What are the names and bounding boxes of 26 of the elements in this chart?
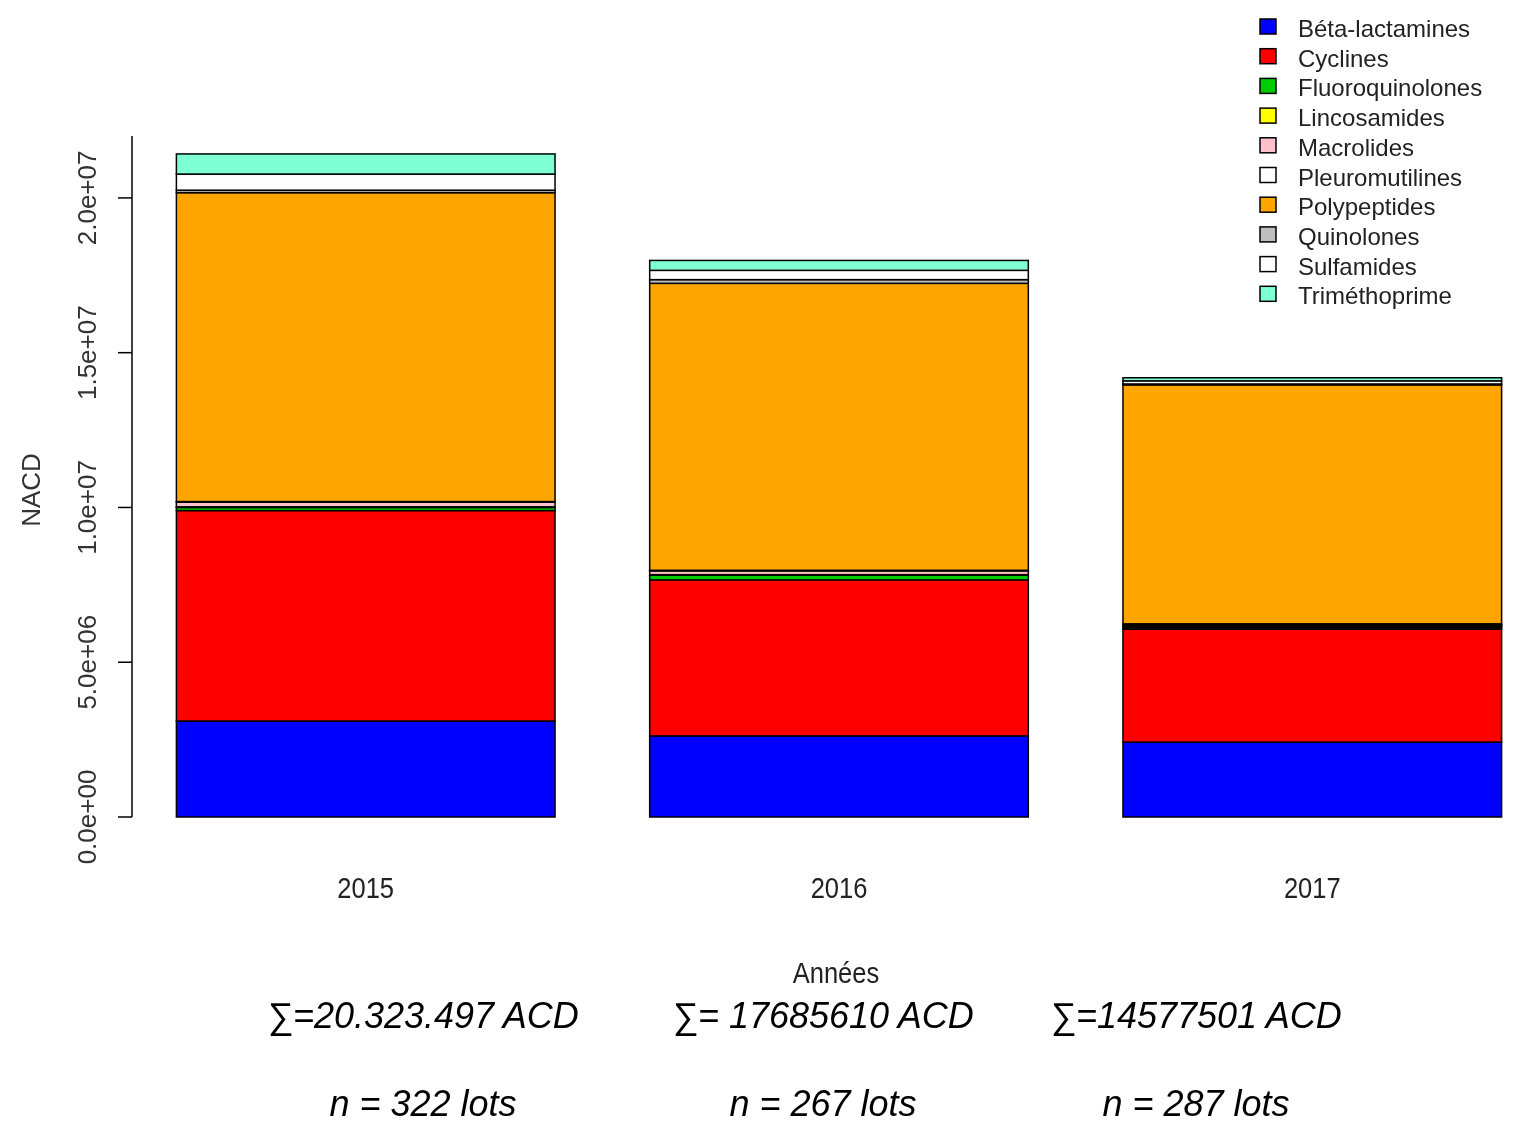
text: ∑=14577501 ACD (1050, 995, 1342, 1036)
text: ∑=20.323.497 ACD (267, 995, 579, 1036)
x-tick-label: 2017 (1283, 871, 1341, 905)
y-tick-label: 2.0e+07 (72, 150, 102, 246)
legend-label: Cyclines (1298, 44, 1389, 72)
legend-label: Polypeptides (1298, 193, 1436, 221)
legend-label: Lincosamides (1298, 104, 1445, 132)
y-tick-label: 1.5e+07 (72, 305, 102, 401)
text: n = 322 lots (329, 1083, 517, 1124)
legend-label: Quinolones (1298, 222, 1420, 250)
text: ∑= 17685610 ACD (672, 995, 974, 1036)
x-tick-label: 2015 (337, 871, 395, 905)
y-tick-label: 0.0e+00 (72, 769, 102, 865)
x-axis-title: Années (792, 956, 880, 990)
y-tick-label: 1.0e+07 (72, 460, 102, 555)
text: n = 267 lots (729, 1083, 917, 1124)
legend-label: Macrolides (1298, 133, 1415, 161)
legend-label: Sulfamides (1298, 252, 1417, 280)
y-tick-label: 5.0e+06 (72, 614, 102, 710)
y-axis-title: NACD (16, 453, 46, 527)
legend-label: Triméthoprime (1298, 282, 1452, 310)
text: n = 287 lots (1102, 1083, 1290, 1124)
legend-label: Béta-lactamines (1298, 15, 1471, 42)
x-tick-label: 2016 (810, 871, 868, 905)
legend-label: Fluoroquinolones (1298, 74, 1483, 102)
legend-label: Pleuromutilines (1298, 163, 1463, 191)
